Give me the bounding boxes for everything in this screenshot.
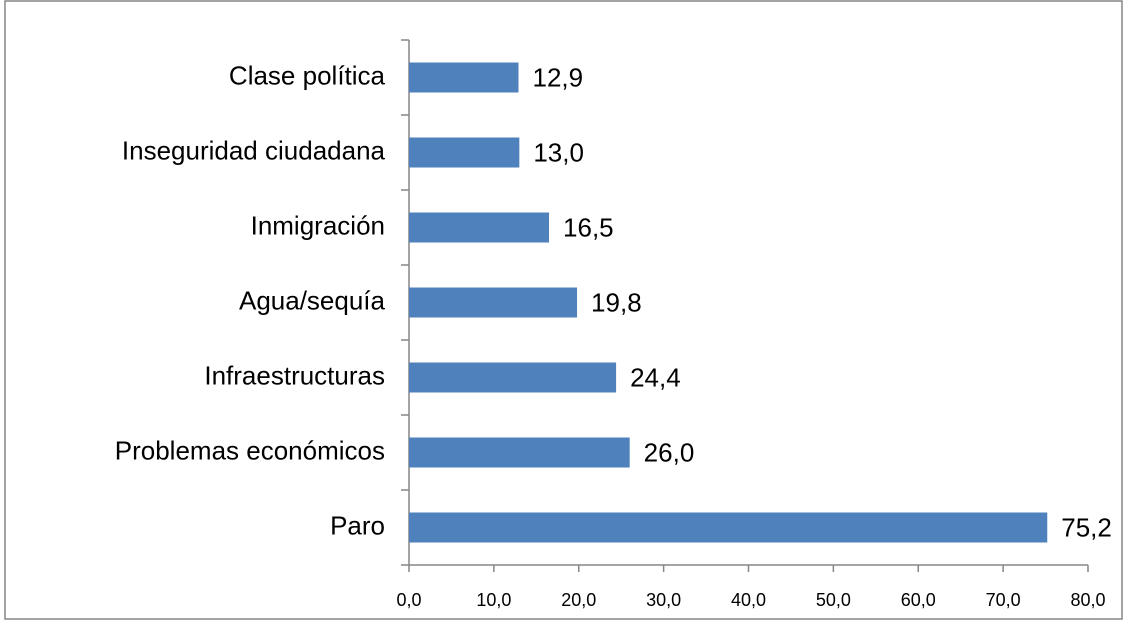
x-tick-label: 20,0 <box>561 590 596 610</box>
data-label: 24,4 <box>630 362 681 392</box>
bar <box>409 437 630 468</box>
y-tick-label: Agua/sequía <box>239 285 386 315</box>
data-label: 13,0 <box>533 137 584 167</box>
bar <box>409 137 520 168</box>
bar <box>409 212 550 243</box>
x-tick-label: 70,0 <box>986 590 1021 610</box>
x-tick-label: 80,0 <box>1070 590 1105 610</box>
y-tick-label: Paro <box>330 510 385 540</box>
chart-border <box>4 0 1123 620</box>
data-label: 16,5 <box>563 212 614 242</box>
bar <box>409 362 617 393</box>
x-tick-label: 60,0 <box>901 590 936 610</box>
x-tick-label: 10,0 <box>476 590 511 610</box>
x-tick-label: 0,0 <box>396 590 421 610</box>
bar <box>409 287 578 318</box>
data-label: 75,2 <box>1061 512 1112 542</box>
bar <box>409 62 519 93</box>
bar <box>409 512 1048 543</box>
x-tick-label: 40,0 <box>731 590 766 610</box>
y-tick-label: Clase política <box>229 60 386 90</box>
y-tick-label: Inseguridad ciudadana <box>122 135 386 165</box>
data-label: 19,8 <box>591 287 642 317</box>
x-tick-label: 30,0 <box>646 590 681 610</box>
y-tick-label: Infraestructuras <box>204 360 385 390</box>
x-tick-label: 50,0 <box>816 590 851 610</box>
y-tick-label: Inmigración <box>251 210 385 240</box>
data-label: 12,9 <box>532 62 583 92</box>
data-label: 26,0 <box>644 437 695 467</box>
y-tick-label: Problemas económicos <box>115 435 385 465</box>
